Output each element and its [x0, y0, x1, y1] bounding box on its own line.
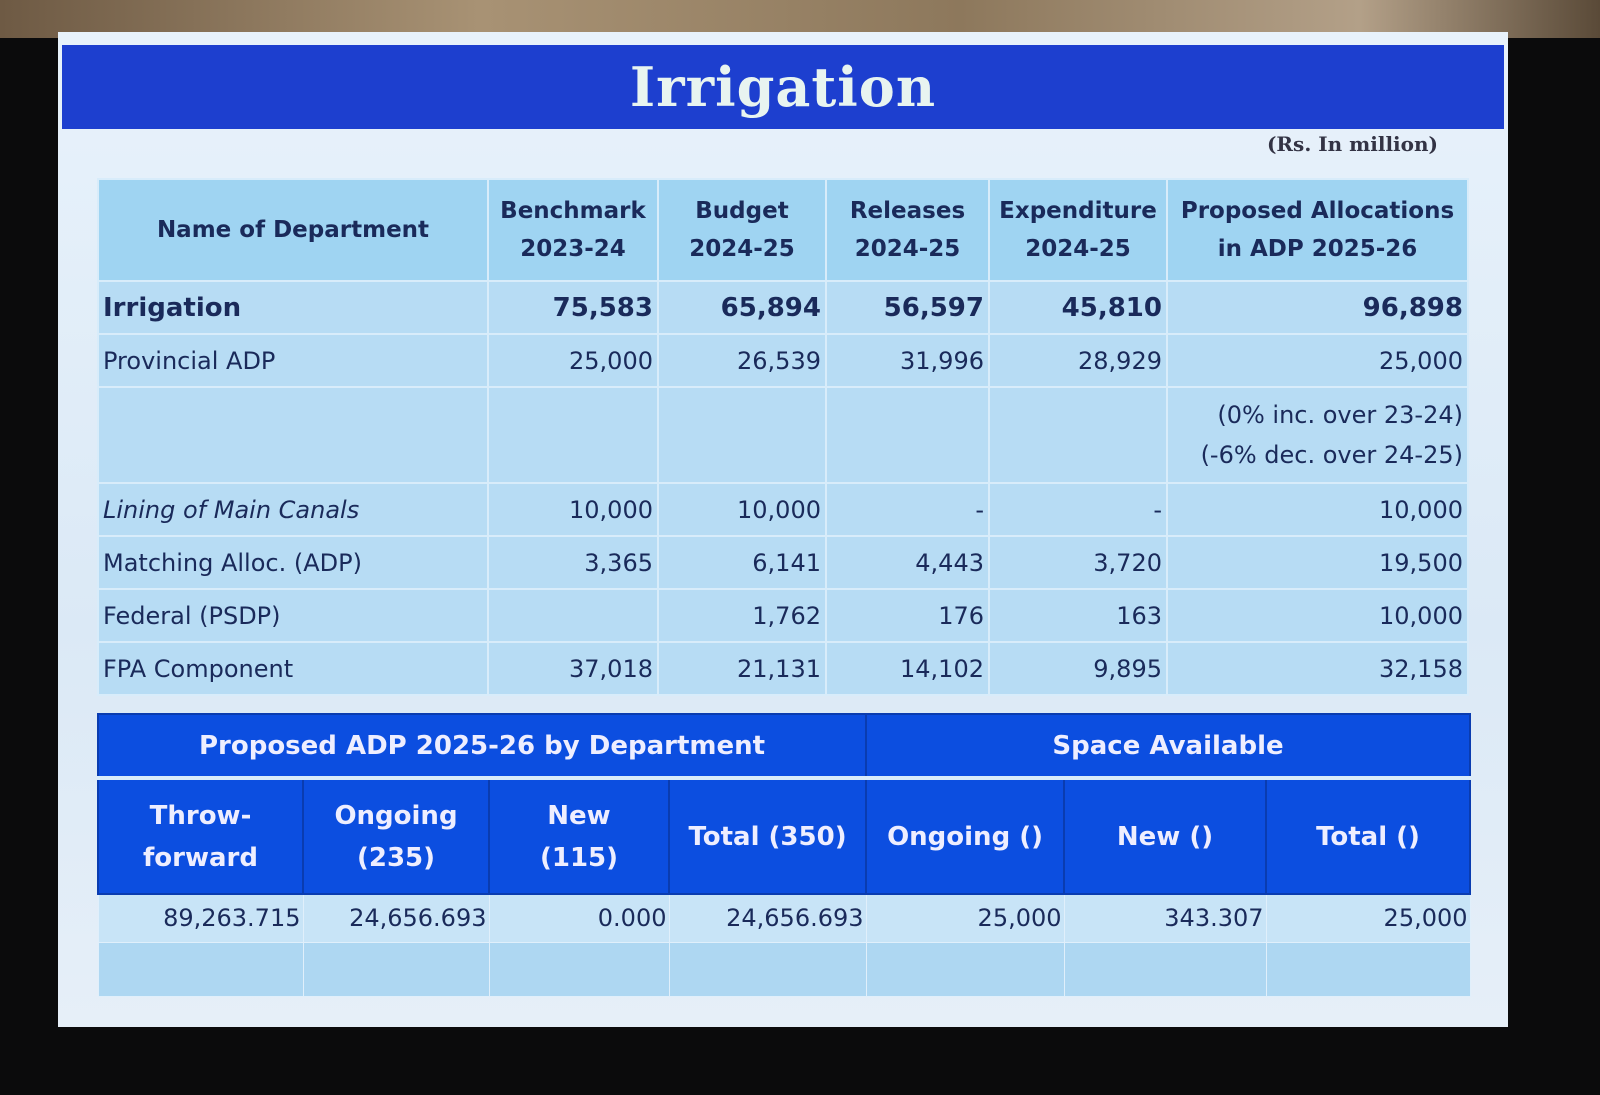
proposed-adp-table: Proposed ADP 2025-26 by Department Space… — [96, 713, 1472, 997]
cell — [487, 588, 659, 643]
table-row-note: (0% inc. over 23-24) (-6% dec. over 24-25… — [97, 386, 1469, 484]
table-row: 89,263.715 24,656.693 0.000 24,656.693 2… — [97, 893, 1471, 943]
cell: 37,018 — [487, 641, 659, 696]
row-label: FPA Component — [97, 641, 489, 696]
cell: 28,929 — [988, 333, 1168, 388]
cell: 65,894 — [657, 280, 827, 335]
cell — [825, 386, 990, 484]
row-label: Federal (PSDP) — [97, 588, 489, 643]
col-header-ongoing: Ongoing (235) — [302, 776, 490, 895]
allocation-table: Name of Department Benchmark 2023-24 Budg… — [97, 178, 1469, 696]
row-label: Provincial ADP — [97, 333, 489, 388]
cell: 56,597 — [825, 280, 990, 335]
col-header-total: Total (350) — [667, 776, 868, 895]
col-header-space-new: New () — [1063, 776, 1268, 895]
cell: 3,365 — [487, 535, 659, 590]
cell: - — [988, 482, 1168, 537]
cell — [988, 386, 1168, 484]
table-row: Lining of Main Canals 10,000 10,000- -10,0… — [97, 482, 1469, 537]
col-header-expenditure: Expenditure 2024-25 — [988, 178, 1168, 282]
change-note: (0% inc. over 23-24) (-6% dec. over 24-25… — [1166, 386, 1469, 484]
cell: 45,810 — [988, 280, 1168, 335]
group-header-proposed: Proposed ADP 2025-26 by Department — [96, 713, 868, 779]
table-row: Federal (PSDP) 1,762 176 163 10,000 — [97, 588, 1469, 643]
cell: 343.307 — [1063, 893, 1267, 943]
cell: 10,000 — [1166, 588, 1469, 643]
col-header-new: New (115) — [488, 776, 670, 895]
cell — [865, 941, 1065, 997]
col-header-releases: Releases 2024-25 — [825, 178, 990, 282]
slide: Irrigation (Rs. In million) Name of Depa… — [58, 32, 1508, 1027]
col-header-budget: Budget 2024-25 — [657, 178, 827, 282]
cell — [97, 941, 304, 997]
cell: 163 — [988, 588, 1168, 643]
col-header-department: Name of Department — [97, 178, 489, 282]
row-label: Lining of Main Canals — [97, 482, 489, 537]
slide-title: Irrigation — [629, 55, 937, 119]
table-row: FPA Component 37,018 21,131 14,102 9,895 32,… — [97, 641, 1469, 696]
cell: 14,102 — [825, 641, 990, 696]
background-wall — [0, 0, 1600, 38]
table-row: Irrigation 75,583 65,894 56,597 45,810 96,89… — [97, 280, 1469, 335]
cell: 9,895 — [988, 641, 1168, 696]
cell: 6,141 — [657, 535, 827, 590]
cell — [487, 386, 659, 484]
cell: 26,539 — [657, 333, 827, 388]
cell: 176 — [825, 588, 990, 643]
table-row: Matching Alloc. (ADP) 3,365 6,141 4,443 3,7… — [97, 535, 1469, 590]
cell: 10,000 — [1166, 482, 1469, 537]
cell: 0.000 — [488, 893, 670, 943]
cell: 25,000 — [1166, 333, 1469, 388]
cell: 24,656.693 — [302, 893, 490, 943]
title-banner: Irrigation — [62, 45, 1504, 129]
cell: 89,263.715 — [97, 893, 304, 943]
unit-note: (Rs. In million) — [1266, 132, 1438, 156]
table-row: Provincial ADP 25,000 26,539 31,996 28,929 2… — [97, 333, 1469, 388]
cell: 10,000 — [657, 482, 827, 537]
group-header-row: Proposed ADP 2025-26 by Department Space… — [96, 713, 1472, 779]
cell: 25,000 — [487, 333, 659, 388]
empty-row — [97, 941, 1471, 997]
cell: 25,000 — [1265, 893, 1471, 943]
cell: 19,500 — [1166, 535, 1469, 590]
col-header-space-ongoing: Ongoing () — [865, 776, 1066, 895]
cell: 25,000 — [865, 893, 1065, 943]
cell — [1063, 941, 1267, 997]
cell: 75,583 — [487, 280, 659, 335]
cell: 4,443 — [825, 535, 990, 590]
row-label: Matching Alloc. (ADP) — [97, 535, 489, 590]
col-header-proposed: Proposed Allocations in ADP 2025-26 — [1166, 178, 1469, 282]
col-header-throw-forward: Throw-forward — [97, 776, 304, 895]
cell: 1,762 — [657, 588, 827, 643]
table-header-row: Name of Department Benchmark 2023-24 Budg… — [97, 178, 1469, 282]
cell: 24,656.693 — [668, 893, 867, 943]
cell — [1265, 941, 1471, 997]
cell: 3,720 — [988, 535, 1168, 590]
col-header-space-total: Total () — [1265, 776, 1472, 895]
cell: 10,000 — [487, 482, 659, 537]
cell — [302, 941, 490, 997]
cell: - — [825, 482, 990, 537]
cell — [97, 386, 489, 484]
cell: 32,158 — [1166, 641, 1469, 696]
cell: 96,898 — [1166, 280, 1469, 335]
cell — [668, 941, 867, 997]
cell: 31,996 — [825, 333, 990, 388]
row-label: Irrigation — [97, 280, 489, 335]
group-header-space: Space Available — [865, 713, 1472, 779]
cell: 21,131 — [657, 641, 827, 696]
sub-header-row: Throw-forward Ongoing (235) New (115) Tota… — [97, 776, 1472, 895]
col-header-benchmark: Benchmark 2023-24 — [487, 178, 659, 282]
cell — [657, 386, 827, 484]
cell — [488, 941, 670, 997]
